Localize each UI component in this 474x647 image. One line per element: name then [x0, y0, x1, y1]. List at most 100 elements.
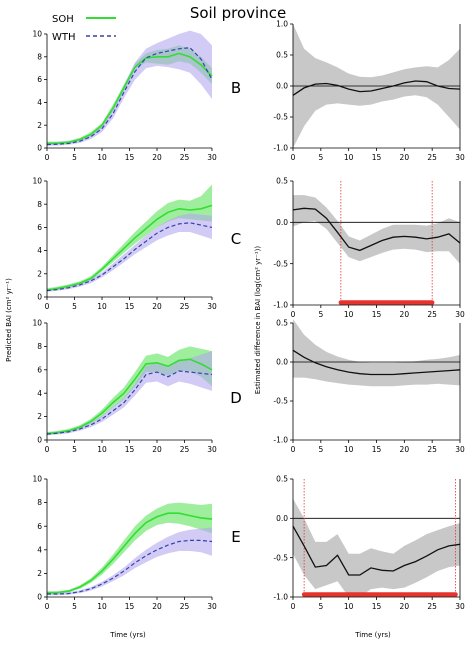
x-tick-label: 30 [207, 445, 217, 454]
y-tick-label: 8 [37, 498, 42, 507]
x-tick-label: 20 [400, 153, 410, 162]
legend: SOH WTH [52, 14, 116, 43]
left-y-axis-label: Predicted BAI (cm² yr⁻¹) [5, 278, 13, 362]
y-tick-label: 8 [37, 342, 42, 351]
x-tick-label: 0 [291, 310, 296, 319]
panel-b: 0 5 10 15 20 25 30 -1.0 -0.5 0.0 0.5 1.0 [273, 20, 465, 162]
x-tick-label: 20 [152, 302, 162, 311]
x-tick-label: 0 [45, 302, 50, 311]
x-tick-label: 20 [400, 602, 410, 611]
right-x-axis-label: Time (yrs) [354, 631, 391, 639]
x-tick-label: 25 [427, 310, 437, 319]
y-tick-label: 10 [32, 30, 42, 39]
x-tick-label: 15 [372, 602, 382, 611]
panel-c-left: 0 5 10 15 20 25 30 0 2 4 6 8 10 [32, 177, 217, 311]
series-line-difference [292, 80, 461, 96]
x-tick-label: 15 [372, 153, 382, 162]
y-tick-label: -0.5 [273, 113, 288, 122]
confidence-band-wth [47, 351, 212, 436]
confidence-band-wth [47, 30, 212, 146]
x-tick-label: 20 [400, 310, 410, 319]
series-line-wth [46, 47, 213, 146]
confidence-band-wth [47, 213, 212, 292]
panel-d-left: 0 5 10 15 20 25 30 0 2 4 6 8 10 [32, 319, 217, 454]
panel-d: 0 5 10 15 20 25 30 -1.0 -0.5 0.0 0.5 [273, 319, 465, 454]
panel-letter-e: E [231, 528, 240, 546]
y-tick-label: 0 [37, 293, 42, 302]
y-tick-label: 2 [37, 269, 42, 278]
y-tick-label: 6 [37, 75, 42, 84]
y-tick-label: -0.5 [273, 259, 288, 268]
y-tick-label: -1.0 [273, 301, 288, 310]
series-line-soh [46, 204, 213, 291]
x-tick-label: 5 [72, 445, 77, 454]
x-tick-label: 25 [180, 153, 190, 162]
y-tick-label: 4 [37, 246, 42, 255]
left-x-axis-label: Time (yrs) [109, 631, 146, 639]
x-tick-label: 15 [372, 310, 382, 319]
x-tick-label: 25 [427, 445, 437, 454]
x-tick-label: 25 [180, 602, 190, 611]
x-tick-label: 30 [455, 445, 465, 454]
x-tick-label: 5 [318, 153, 323, 162]
series-line-soh [46, 358, 213, 435]
x-tick-label: 20 [152, 153, 162, 162]
legend-soh-label: SOH [52, 14, 74, 25]
x-tick-label: 25 [427, 602, 437, 611]
panel-a-left: 0 5 10 15 20 25 30 0 2 4 6 8 10 [32, 30, 217, 162]
x-tick-label: 30 [455, 153, 465, 162]
y-tick-label: 4 [37, 545, 42, 554]
y-tick-label: 0 [37, 144, 42, 153]
series-line-difference [292, 349, 461, 376]
panel-e-left: 0 5 10 15 20 25 30 0 2 4 6 8 10 [32, 475, 217, 611]
x-tick-label: 5 [72, 153, 77, 162]
figure-title: Soil province [190, 4, 286, 22]
series-line-soh [46, 512, 213, 594]
legend-wth-label: WTH [52, 32, 76, 43]
y-tick-label: -0.5 [273, 553, 288, 562]
x-tick-label: 0 [291, 602, 296, 611]
y-tick-label: 1.0 [276, 20, 288, 29]
y-tick-label: -1.0 [273, 144, 288, 153]
y-tick-label: 10 [32, 177, 42, 186]
y-tick-label: 0 [37, 593, 42, 602]
confidence-band-difference [293, 195, 460, 264]
y-tick-label: 0.5 [276, 319, 288, 328]
confidence-band-difference [293, 498, 460, 597]
panel-letter-b: B [231, 79, 241, 97]
y-tick-label: 10 [32, 319, 42, 328]
y-tick-label: -0.5 [273, 397, 288, 406]
series-line-difference [292, 525, 461, 576]
x-tick-label: 30 [207, 153, 217, 162]
x-tick-label: 30 [207, 302, 217, 311]
x-tick-label: 5 [318, 445, 323, 454]
x-tick-label: 10 [97, 602, 107, 611]
x-tick-label: 10 [344, 602, 354, 611]
y-tick-label: 8 [37, 200, 42, 209]
x-tick-label: 0 [45, 445, 50, 454]
x-tick-label: 20 [152, 445, 162, 454]
series-line-wth [47, 539, 213, 595]
x-tick-label: 5 [318, 310, 323, 319]
x-tick-label: 30 [455, 310, 465, 319]
x-tick-label: 30 [207, 602, 217, 611]
x-tick-label: 10 [344, 310, 354, 319]
y-tick-label: 0.0 [276, 82, 288, 91]
x-tick-label: 25 [180, 445, 190, 454]
y-tick-label: 2 [37, 121, 42, 130]
x-tick-label: 15 [125, 153, 135, 162]
y-tick-label: 0.0 [276, 514, 288, 523]
x-tick-label: 0 [45, 602, 50, 611]
x-tick-label: 0 [291, 445, 296, 454]
x-tick-label: 25 [180, 302, 190, 311]
panel-letter-d: D [230, 389, 242, 407]
y-tick-label: 0.0 [276, 358, 288, 367]
confidence-band-difference [293, 319, 460, 387]
panel-e: 0 5 10 15 20 25 30 -1.0 -0.5 0.0 0.5 [273, 475, 465, 611]
x-tick-label: 10 [344, 445, 354, 454]
x-tick-label: 0 [291, 153, 296, 162]
y-tick-label: 6 [37, 365, 42, 374]
y-tick-label: 4 [37, 389, 42, 398]
x-tick-label: 5 [72, 602, 77, 611]
